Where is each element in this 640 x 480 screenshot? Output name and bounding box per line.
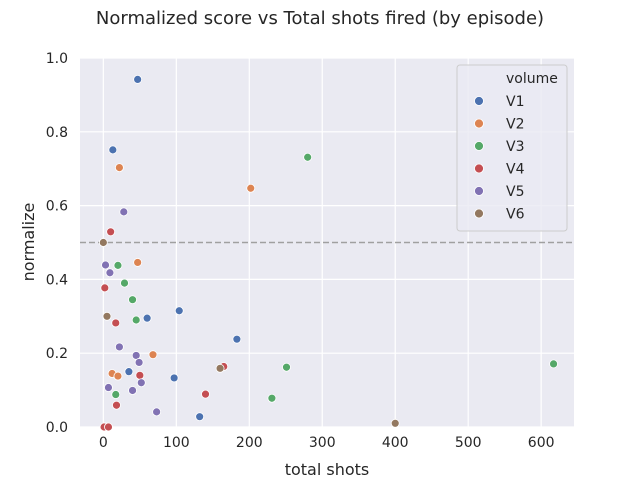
legend-marker-v6 — [474, 208, 484, 219]
scatter-point-v5 — [105, 268, 115, 278]
scatter-point-v5 — [152, 407, 162, 417]
scatter-point-v5 — [128, 386, 137, 395]
scatter-point-v2 — [133, 258, 143, 267]
legend-label-v6: V6 — [506, 207, 525, 223]
scatter-point-v4 — [104, 422, 113, 432]
scatter-point-v5 — [134, 358, 144, 367]
scatter-point-v3 — [267, 393, 277, 403]
scatter-point-v5 — [136, 378, 146, 388]
x-axis-label: total shots — [285, 460, 370, 479]
legend-title: volume — [506, 71, 558, 87]
scatter-point-v1 — [124, 367, 134, 377]
legend-label-v4: V4 — [506, 162, 525, 178]
scatter-point-v1 — [108, 145, 118, 155]
x-tick-label: 300 — [309, 435, 336, 451]
scatter-point-v1 — [174, 306, 184, 316]
scatter-point-v3 — [113, 260, 123, 270]
legend-marker-v4 — [474, 163, 484, 174]
x-tick-label: 400 — [382, 435, 409, 451]
legend-label-v3: V3 — [506, 139, 524, 155]
y-tick-label: 0.4 — [46, 272, 68, 288]
scatter-point-v4 — [106, 227, 116, 237]
scatter-point-v6 — [390, 418, 400, 428]
scatter-point-v3 — [131, 315, 141, 325]
y-tick-label: 0.6 — [46, 199, 68, 215]
y-tick-label: 1.0 — [46, 51, 68, 67]
legend-label-v2: V2 — [506, 117, 524, 133]
scatter-point-v6 — [98, 238, 108, 247]
scatter-point-v6 — [102, 311, 112, 321]
scatter-point-v1 — [142, 313, 152, 323]
scatter-point-v3 — [120, 278, 129, 288]
legend-marker-v5 — [474, 186, 484, 196]
scatter-point-v3 — [303, 152, 313, 162]
scatter-point-v3 — [282, 362, 291, 372]
scatter-point-v6 — [215, 363, 225, 373]
scatter-point-v4 — [201, 389, 210, 399]
scatter-point-v2 — [148, 350, 158, 360]
scatter-point-v5 — [115, 342, 124, 352]
y-tick-label: 0.0 — [46, 420, 68, 436]
y-tick-label: 0.8 — [46, 125, 68, 141]
legend-marker-v3 — [474, 141, 484, 151]
scatter-point-v4 — [100, 283, 110, 293]
scatter-point-v4 — [111, 318, 121, 328]
x-tick-label: 500 — [455, 435, 482, 451]
scatter-point-v2 — [246, 183, 256, 193]
scatter-point-v5 — [104, 383, 113, 392]
scatter-point-v1 — [169, 373, 179, 383]
scatter-point-v4 — [112, 400, 121, 410]
data-points — [98, 75, 558, 432]
x-tick-label: 100 — [163, 435, 190, 451]
scatter-point-v4 — [135, 370, 145, 380]
x-tick-label: 600 — [528, 435, 555, 451]
tick-labels: 0 100 200 300 400 500 600 0.0 0.2 0.4 0.6 0.8 1.0 — [46, 51, 555, 451]
scatter-point-v3 — [549, 359, 558, 369]
y-axis-label: normalize — [19, 203, 38, 282]
scatter-point-v2 — [115, 163, 124, 172]
scatter-point-v3 — [128, 295, 137, 305]
scatter-point-v2 — [113, 371, 123, 381]
legend-box — [456, 64, 568, 232]
legend-label-v1: V1 — [506, 94, 524, 110]
scatter-point-v1 — [133, 75, 143, 84]
legend: volume V1 V2 V3 V4 V5 V6 — [456, 64, 568, 232]
legend-marker-v1 — [474, 96, 484, 106]
scatter-point-v1 — [195, 412, 205, 422]
chart-title: Normalized score vs Total shots fired (b… — [96, 8, 544, 29]
legend-label-v5: V5 — [506, 184, 524, 200]
scatter-point-v5 — [119, 207, 129, 217]
scatter-point-v5 — [101, 260, 110, 270]
y-tick-label: 0.2 — [46, 346, 68, 362]
x-tick-label: 0 — [99, 435, 108, 451]
scatter-point-v3 — [111, 390, 121, 399]
legend-marker-v2 — [474, 118, 484, 129]
scatter-point-v1 — [232, 334, 242, 344]
x-tick-label: 200 — [236, 435, 263, 451]
